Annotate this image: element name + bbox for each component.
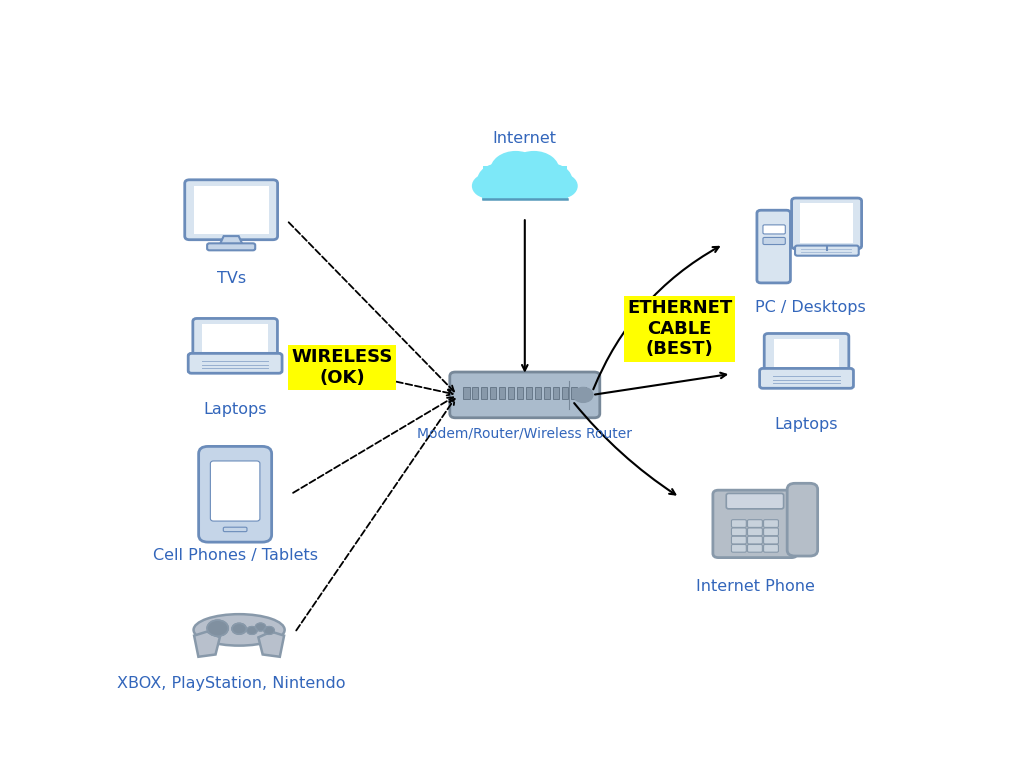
FancyBboxPatch shape bbox=[562, 386, 568, 399]
FancyBboxPatch shape bbox=[748, 536, 763, 544]
Circle shape bbox=[490, 151, 542, 190]
FancyBboxPatch shape bbox=[481, 386, 487, 399]
FancyBboxPatch shape bbox=[748, 520, 763, 527]
Circle shape bbox=[498, 156, 552, 197]
FancyBboxPatch shape bbox=[731, 520, 746, 527]
Text: ETHERNET
CABLE
(BEST): ETHERNET CABLE (BEST) bbox=[627, 299, 732, 358]
Circle shape bbox=[528, 163, 572, 196]
FancyBboxPatch shape bbox=[464, 386, 470, 399]
FancyBboxPatch shape bbox=[713, 490, 797, 558]
FancyBboxPatch shape bbox=[193, 318, 278, 358]
Text: XBOX, PlayStation, Nintendo: XBOX, PlayStation, Nintendo bbox=[117, 676, 345, 691]
FancyBboxPatch shape bbox=[763, 238, 785, 245]
FancyBboxPatch shape bbox=[764, 528, 778, 536]
FancyBboxPatch shape bbox=[571, 386, 578, 399]
Circle shape bbox=[264, 626, 274, 634]
Circle shape bbox=[508, 151, 559, 190]
Text: Laptops: Laptops bbox=[775, 417, 839, 432]
FancyBboxPatch shape bbox=[194, 185, 268, 234]
Text: WIRELESS
(OK): WIRELESS (OK) bbox=[292, 349, 393, 387]
Circle shape bbox=[545, 174, 578, 199]
Text: Internet: Internet bbox=[493, 131, 557, 146]
FancyBboxPatch shape bbox=[207, 243, 255, 250]
FancyBboxPatch shape bbox=[500, 386, 506, 399]
FancyBboxPatch shape bbox=[764, 333, 849, 373]
FancyBboxPatch shape bbox=[483, 166, 566, 199]
Polygon shape bbox=[195, 632, 220, 657]
Text: PC / Desktops: PC / Desktops bbox=[755, 300, 866, 315]
FancyBboxPatch shape bbox=[517, 386, 523, 399]
FancyBboxPatch shape bbox=[472, 386, 478, 399]
FancyBboxPatch shape bbox=[764, 520, 778, 527]
FancyBboxPatch shape bbox=[763, 225, 785, 234]
FancyBboxPatch shape bbox=[188, 353, 282, 373]
Text: Internet Phone: Internet Phone bbox=[695, 579, 814, 594]
Text: Laptops: Laptops bbox=[204, 402, 267, 417]
FancyBboxPatch shape bbox=[490, 386, 497, 399]
FancyBboxPatch shape bbox=[536, 386, 542, 399]
Text: Cell Phones / Tablets: Cell Phones / Tablets bbox=[153, 548, 317, 564]
FancyBboxPatch shape bbox=[764, 536, 778, 544]
Circle shape bbox=[472, 174, 505, 199]
FancyBboxPatch shape bbox=[450, 372, 600, 418]
Text: Modem/Router/Wireless Router: Modem/Router/Wireless Router bbox=[418, 426, 632, 440]
Circle shape bbox=[255, 623, 266, 631]
FancyBboxPatch shape bbox=[553, 386, 559, 399]
FancyBboxPatch shape bbox=[800, 203, 853, 243]
FancyBboxPatch shape bbox=[184, 180, 278, 240]
FancyBboxPatch shape bbox=[544, 386, 550, 399]
FancyBboxPatch shape bbox=[731, 528, 746, 536]
FancyBboxPatch shape bbox=[580, 386, 586, 399]
Polygon shape bbox=[219, 236, 243, 245]
FancyBboxPatch shape bbox=[526, 386, 532, 399]
FancyBboxPatch shape bbox=[748, 544, 763, 552]
FancyBboxPatch shape bbox=[199, 447, 271, 542]
FancyBboxPatch shape bbox=[787, 483, 817, 556]
FancyBboxPatch shape bbox=[482, 178, 567, 200]
FancyBboxPatch shape bbox=[731, 536, 746, 544]
FancyBboxPatch shape bbox=[764, 544, 778, 552]
Ellipse shape bbox=[194, 614, 285, 646]
FancyBboxPatch shape bbox=[792, 198, 861, 249]
FancyBboxPatch shape bbox=[202, 324, 268, 353]
FancyBboxPatch shape bbox=[760, 368, 853, 389]
FancyBboxPatch shape bbox=[223, 527, 247, 532]
Circle shape bbox=[207, 620, 228, 637]
FancyBboxPatch shape bbox=[731, 544, 746, 552]
FancyBboxPatch shape bbox=[210, 461, 260, 521]
Circle shape bbox=[573, 387, 593, 403]
FancyBboxPatch shape bbox=[748, 528, 763, 536]
Circle shape bbox=[477, 163, 521, 196]
Text: TVs: TVs bbox=[217, 271, 246, 286]
FancyBboxPatch shape bbox=[508, 386, 514, 399]
FancyBboxPatch shape bbox=[757, 210, 791, 283]
FancyBboxPatch shape bbox=[795, 246, 859, 256]
Circle shape bbox=[232, 623, 246, 634]
Circle shape bbox=[247, 626, 257, 634]
FancyBboxPatch shape bbox=[773, 339, 840, 368]
FancyBboxPatch shape bbox=[726, 493, 783, 509]
Polygon shape bbox=[258, 632, 284, 657]
